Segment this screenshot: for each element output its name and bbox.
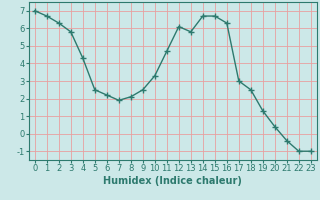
X-axis label: Humidex (Indice chaleur): Humidex (Indice chaleur) bbox=[103, 176, 242, 186]
